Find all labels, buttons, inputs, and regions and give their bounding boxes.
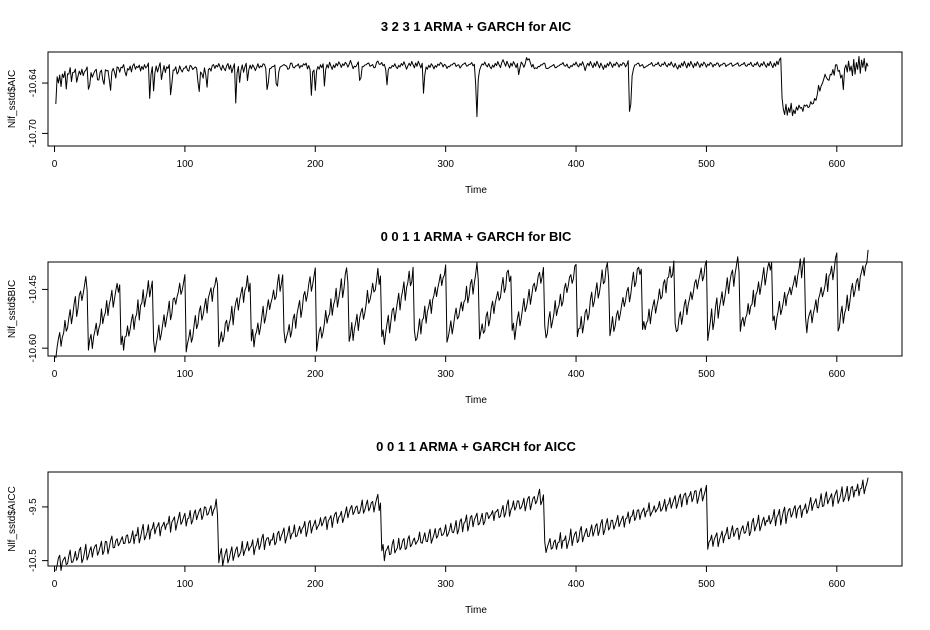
x-axis: 0 100 200 300 400 500 600	[52, 566, 846, 590]
x-tick-label: 400	[568, 159, 585, 170]
series-line	[55, 56, 869, 118]
x-axis-label: Time	[465, 185, 487, 196]
y-axis-label: Nlf_sstd$AICC	[7, 486, 18, 552]
x-tick-label: 300	[437, 369, 454, 380]
y-axis: -10.5 -9.5	[28, 498, 48, 572]
x-tick-label: 100	[177, 579, 194, 590]
x-tick-label: 500	[698, 369, 715, 380]
panel-aic: 3 2 3 1 ARMA + GARCH for AIC 0 100 200 300 4…	[7, 19, 903, 196]
series-line	[55, 249, 869, 359]
plot-frame	[47, 471, 903, 567]
x-tick-label: 500	[698, 579, 715, 590]
x-tick-label: 600	[828, 579, 845, 590]
x-tick-label: 0	[52, 579, 58, 590]
y-tick-label: -10.70	[28, 119, 39, 148]
x-axis: 0 100 200 300 400 500 600	[52, 356, 846, 380]
y-tick-label: -9.5	[28, 498, 39, 516]
y-tick-label: -10.5	[28, 549, 39, 572]
x-axis-label: Time	[465, 605, 487, 616]
x-tick-label: 200	[307, 369, 324, 380]
x-axis-label: Time	[465, 395, 487, 406]
x-tick-label: 100	[177, 159, 194, 170]
x-tick-label: 500	[698, 159, 715, 170]
y-axis-label: Nlf_sstd$BIC	[7, 280, 18, 338]
x-tick-label: 600	[828, 369, 845, 380]
plot-frame	[47, 261, 903, 357]
x-axis: 0 100 200 300 400 500 600	[52, 146, 846, 170]
panel-aicc: 0 0 1 1 ARMA + GARCH for AICC 0 100 200 300…	[7, 439, 903, 616]
chart-title: 3 2 3 1 ARMA + GARCH for AIC	[381, 19, 572, 34]
y-tick-label: -10.60	[28, 334, 39, 363]
x-tick-label: 400	[568, 579, 585, 590]
chart-title: 0 0 1 1 ARMA + GARCH for AICC	[376, 439, 576, 454]
x-tick-label: 400	[568, 369, 585, 380]
y-axis: -10.70 -10.64	[28, 68, 48, 148]
x-tick-label: 0	[52, 159, 58, 170]
x-tick-label: 200	[307, 579, 324, 590]
x-tick-label: 300	[437, 159, 454, 170]
y-tick-label: -10.45	[28, 275, 39, 304]
x-tick-label: 300	[437, 579, 454, 590]
series-line	[55, 477, 869, 571]
x-tick-label: 600	[828, 159, 845, 170]
y-axis-label: Nlf_sstd$AIC	[7, 70, 18, 128]
y-tick-label: -10.64	[28, 68, 39, 97]
y-axis: -10.60 -10.45	[28, 275, 48, 363]
plot-frame	[47, 51, 903, 147]
x-tick-label: 100	[177, 369, 194, 380]
x-tick-label: 0	[52, 369, 58, 380]
panel-bic: 0 0 1 1 ARMA + GARCH for BIC 0 100 200 300 4…	[7, 229, 903, 406]
chart-title: 0 0 1 1 ARMA + GARCH for BIC	[381, 229, 572, 244]
x-tick-label: 200	[307, 159, 324, 170]
